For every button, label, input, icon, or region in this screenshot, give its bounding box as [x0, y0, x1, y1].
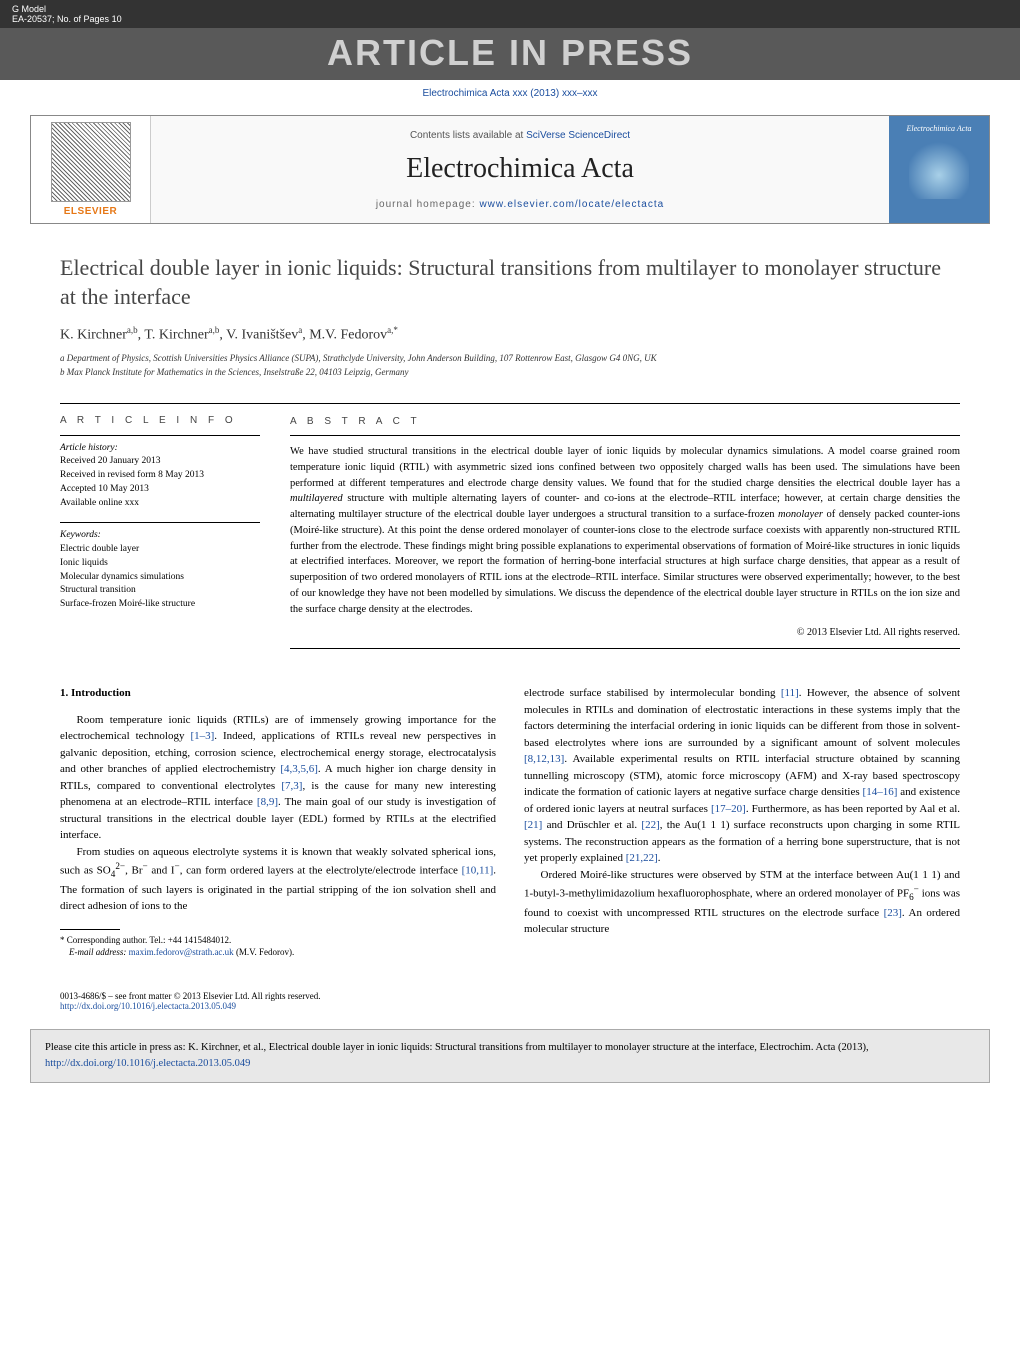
journal-homepage-line: journal homepage: www.elsevier.com/locat…: [376, 199, 664, 210]
elsevier-tree-icon: [51, 122, 131, 202]
history-line: Received in revised form 8 May 2013: [60, 469, 260, 483]
issn-block: 0013-4686/$ – see front matter © 2013 El…: [60, 991, 960, 1011]
history-line: Accepted 10 May 2013: [60, 483, 260, 497]
keyword: Molecular dynamics simulations: [60, 571, 260, 585]
cite-doi-link[interactable]: http://dx.doi.org/10.1016/j.electacta.20…: [45, 1058, 250, 1069]
email-who: (M.V. Fedorov).: [234, 947, 295, 957]
issn-text: 0013-4686/$ – see front matter © 2013 El…: [60, 991, 960, 1001]
intro-p3: electrode surface stabilised by intermol…: [524, 685, 960, 867]
journal-homepage-link[interactable]: www.elsevier.com/locate/electacta: [479, 199, 664, 210]
contents-available-line: Contents lists available at SciVerse Sci…: [410, 130, 630, 141]
history-line: Available online xxx: [60, 497, 260, 511]
elsevier-label: ELSEVIER: [64, 206, 117, 217]
journal-name: Electrochimica Acta: [406, 153, 634, 185]
email-footnote: E-mail address: maxim.fedorov@strath.ac.…: [60, 946, 496, 959]
elsevier-logo-block: ELSEVIER: [31, 116, 151, 223]
corresponding-author-note: * Corresponding author. Tel.: +44 141548…: [60, 934, 496, 947]
journal-cover-thumb: Electrochimica Acta: [889, 116, 989, 223]
abstract-column: a b s t r a c t We have studied structur…: [290, 404, 960, 649]
contents-prefix: Contents lists available at: [410, 130, 526, 141]
intro-p4: Ordered Moiré-like structures were obser…: [524, 867, 960, 938]
top-bar: G Model EA-20537; No. of Pages 10: [0, 0, 1020, 28]
article-history-block: Article history: Received 20 January 201…: [60, 435, 260, 511]
abstract-copyright: © 2013 Elsevier Ltd. All rights reserved…: [290, 625, 960, 649]
doi-link[interactable]: http://dx.doi.org/10.1016/j.electacta.20…: [60, 1001, 236, 1011]
keyword: Structural transition: [60, 584, 260, 598]
journal-citation-line: Electrochimica Acta xxx (2013) xxx–xxx: [0, 80, 1020, 107]
article-content: Electrical double layer in ionic liquids…: [0, 224, 1020, 979]
history-label: Article history:: [60, 442, 260, 456]
info-abstract-row: a r t i c l e i n f o Article history: R…: [60, 403, 960, 649]
article-ref: EA-20537; No. of Pages 10: [12, 14, 1008, 24]
affiliation-a: a Department of Physics, Scottish Univer…: [60, 352, 960, 365]
cover-title: Electrochimica Acta: [906, 124, 971, 133]
article-info-column: a r t i c l e i n f o Article history: R…: [60, 404, 260, 649]
intro-p2: From studies on aqueous electrolyte syst…: [60, 844, 496, 915]
history-line: Received 20 January 2013: [60, 455, 260, 469]
email-label: E-mail address:: [69, 947, 129, 957]
gmodel-label: G Model: [12, 4, 1008, 14]
article-title: Electrical double layer in ionic liquids…: [60, 254, 960, 311]
keyword: Surface-frozen Moiré-like structure: [60, 598, 260, 612]
body-two-column: 1. Introduction Room temperature ionic l…: [60, 685, 960, 959]
sciencedirect-link[interactable]: SciVerse ScienceDirect: [526, 130, 630, 141]
banner-center: Contents lists available at SciVerse Sci…: [151, 116, 889, 223]
footnote-block: * Corresponding author. Tel.: +44 141548…: [60, 929, 496, 959]
journal-banner: ELSEVIER Contents lists available at Sci…: [30, 115, 990, 224]
abstract-heading: a b s t r a c t: [290, 404, 960, 435]
article-info-heading: a r t i c l e i n f o: [60, 404, 260, 435]
citation-box: Please cite this article in press as: K.…: [30, 1029, 990, 1083]
intro-heading: 1. Introduction: [60, 685, 496, 702]
affiliation-b: b Max Planck Institute for Mathematics i…: [60, 366, 960, 379]
keywords-block: Keywords: Electric double layer Ionic li…: [60, 522, 260, 612]
keywords-label: Keywords:: [60, 529, 260, 543]
author-list: K. Kirchnera,b, T. Kirchnera,b, V. Ivani…: [60, 325, 960, 344]
intro-p1: Room temperature ionic liquids (RTILs) a…: [60, 712, 496, 844]
keyword: Electric double layer: [60, 543, 260, 557]
article-in-press-banner: ARTICLE IN PRESS: [0, 28, 1020, 80]
cover-image-icon: [909, 139, 969, 199]
cite-text: Please cite this article in press as: K.…: [45, 1042, 869, 1053]
abstract-text: We have studied structural transitions i…: [290, 444, 960, 617]
homepage-prefix: journal homepage:: [376, 199, 480, 210]
footnote-separator: [60, 929, 120, 930]
corresponding-email-link[interactable]: maxim.fedorov@strath.ac.uk: [129, 947, 234, 957]
abstract-rule: [290, 435, 960, 436]
keyword: Ionic liquids: [60, 557, 260, 571]
